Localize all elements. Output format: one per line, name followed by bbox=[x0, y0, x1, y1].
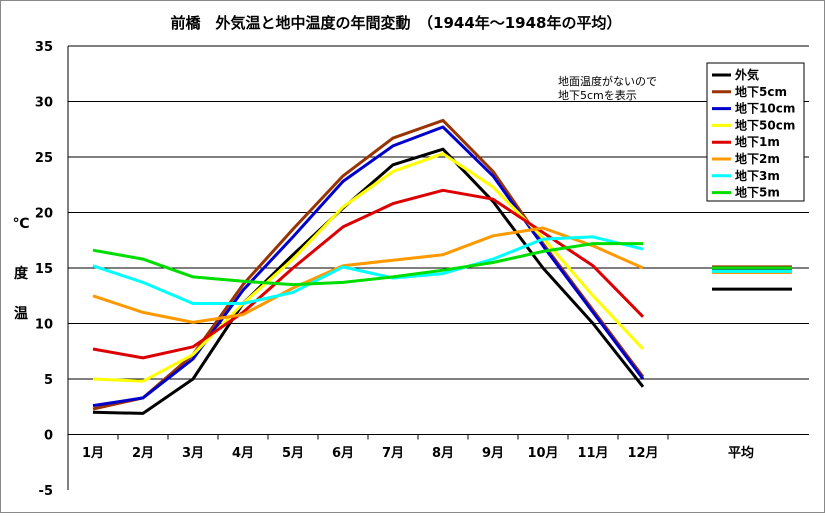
series-line bbox=[92, 235, 644, 305]
legend-entry: 地下2m bbox=[735, 151, 780, 166]
legend-entry: 地下5m bbox=[735, 185, 780, 200]
chart-title: 前橋 外気温と地中温度の年間変動 （1944年～1948年の平均） bbox=[171, 14, 622, 32]
x-tick-label: 9月 bbox=[482, 446, 504, 461]
series-line bbox=[92, 152, 645, 383]
y-tick-label: 30 bbox=[35, 96, 53, 111]
x-tick-label: 3月 bbox=[182, 446, 204, 461]
x-axis-ticks: 1月 2月 3月 4月 5月 6月 7月 8月 9月 10月 11月 12月 平均 bbox=[82, 445, 754, 461]
legend-entry: 地下10cm bbox=[735, 101, 795, 116]
y-tick-label: 15 bbox=[35, 262, 53, 277]
x-tick-label-average: 平均 bbox=[728, 445, 754, 461]
x-tick-label: 6月 bbox=[332, 446, 354, 461]
series-line bbox=[92, 147, 645, 415]
legend-entry: 地下3m bbox=[735, 168, 780, 183]
y-tick-label: -5 bbox=[39, 484, 53, 499]
series-line bbox=[92, 226, 644, 324]
y-axis-label: 温 度 ℃ bbox=[13, 216, 30, 322]
y-axis-ticks: -5 0 5 10 15 20 25 30 35 bbox=[35, 40, 53, 499]
x-tick-label: 7月 bbox=[382, 446, 404, 461]
x-tick-label: 2月 bbox=[132, 446, 154, 461]
x-tick-label: 8月 bbox=[432, 446, 454, 461]
y-tick-label: 5 bbox=[44, 373, 53, 388]
gridlines bbox=[67, 45, 809, 490]
y-axis-label-char: ℃ bbox=[13, 216, 30, 232]
x-tick-label: 5月 bbox=[282, 446, 304, 461]
y-tick-label: 20 bbox=[35, 207, 53, 222]
y-tick-label: 35 bbox=[35, 40, 53, 55]
x-tick-label: 11月 bbox=[577, 446, 608, 461]
x-tick-label: 1月 bbox=[82, 446, 104, 461]
legend-box bbox=[706, 62, 805, 202]
series-line bbox=[92, 188, 645, 360]
annotation-line: 地下5cmを表示 bbox=[558, 88, 637, 102]
y-tick-label: 0 bbox=[44, 429, 53, 444]
y-axis-label-char: 温 bbox=[14, 306, 28, 322]
annotation-line: 地面温度がないので bbox=[558, 74, 657, 88]
legend-entry: 地下50cm bbox=[735, 117, 795, 132]
x-tick-label: 12月 bbox=[627, 446, 658, 461]
x-tick-label: 10月 bbox=[527, 446, 558, 461]
y-axis-label-char: 度 bbox=[14, 265, 29, 282]
series-line bbox=[92, 125, 645, 408]
x-tick-label: 4月 bbox=[232, 446, 254, 461]
legend-entry: 地下1m bbox=[735, 134, 780, 149]
series-line bbox=[92, 242, 643, 287]
series-lines bbox=[92, 118, 645, 415]
y-tick-label: 25 bbox=[35, 151, 53, 166]
y-tick-label: 10 bbox=[35, 318, 53, 333]
legend-entry: 外気 bbox=[735, 67, 759, 82]
legend-entry: 地下5cm bbox=[735, 84, 787, 99]
average-marks bbox=[712, 265, 792, 291]
